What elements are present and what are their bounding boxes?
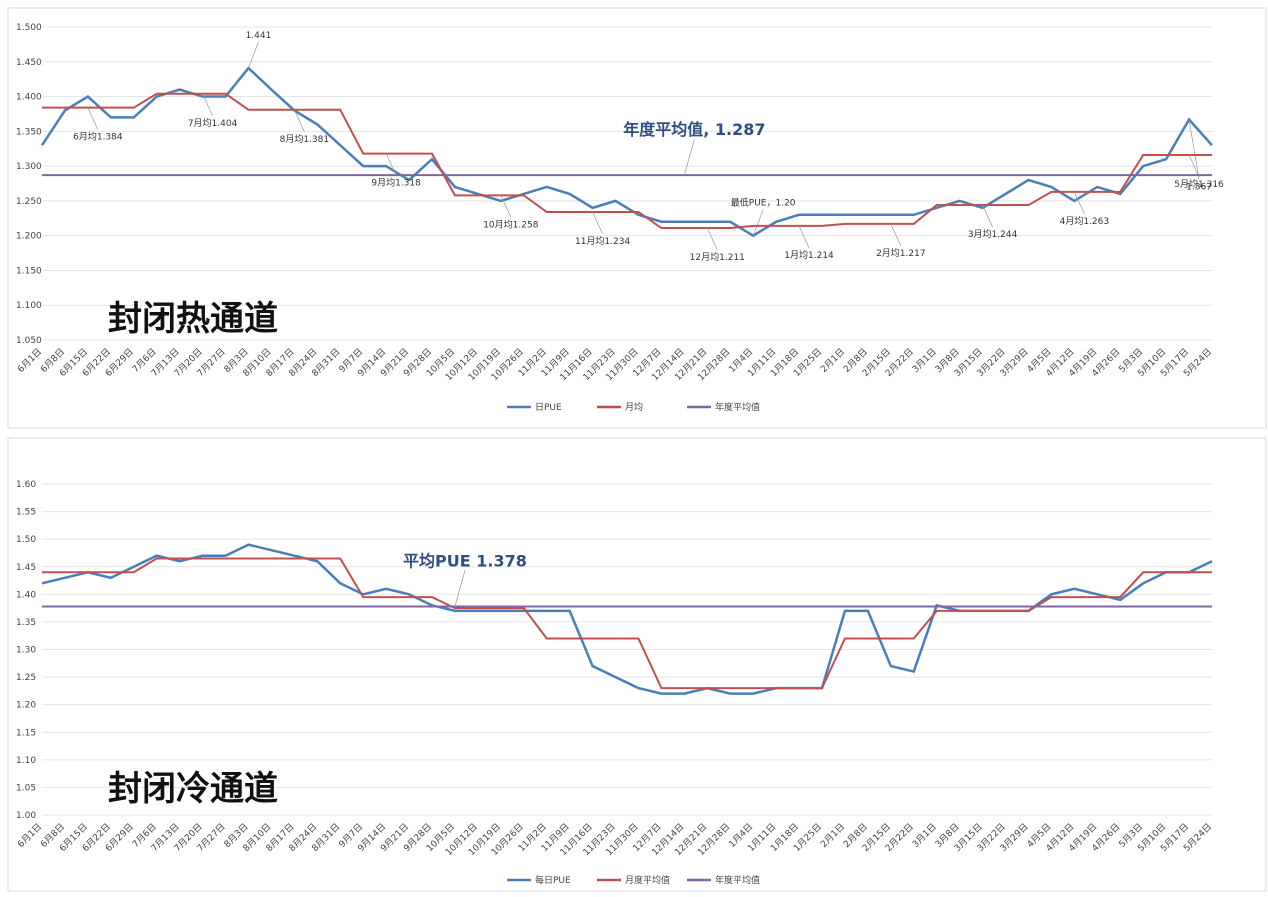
data-label: 1.367 <box>1186 183 1212 193</box>
y-tick-label: 1.10 <box>16 756 36 766</box>
leader-line <box>684 139 695 176</box>
data-label: 11月均1.234 <box>575 235 630 247</box>
series-line <box>42 92 1212 230</box>
leader-line <box>592 211 603 235</box>
y-tick-label: 1.00 <box>16 811 36 821</box>
legend-label: 日PUE <box>535 402 562 413</box>
leader-line <box>982 204 993 228</box>
data-label: 9月均1.318 <box>371 177 421 189</box>
data-label: 最低PUE，1.20 <box>731 197 796 209</box>
y-tick-label: 1.100 <box>16 301 42 311</box>
legend-label: 年度平均值 <box>715 401 760 413</box>
data-label: 10月均1.258 <box>483 218 538 230</box>
data-label: 1.441 <box>246 31 272 41</box>
y-tick-label: 1.200 <box>16 232 42 242</box>
series-line <box>40 66 1213 238</box>
y-tick-label: 1.050 <box>16 336 42 346</box>
leader-line <box>1188 154 1200 178</box>
leader-line <box>454 570 466 607</box>
y-tick-label: 1.05 <box>16 783 36 793</box>
data-label: 8月均1.381 <box>280 133 330 145</box>
x-tick-label: 6月1日 <box>16 346 45 375</box>
x-tick-label: 2月1日 <box>818 821 847 850</box>
series-line <box>42 557 1212 690</box>
y-tick-label: 1.15 <box>16 728 36 738</box>
y-tick-label: 1.30 <box>16 646 36 656</box>
data-label: 1月均1.214 <box>784 249 834 261</box>
leader-line <box>248 41 259 69</box>
y-tick-label: 1.300 <box>16 162 42 172</box>
leader-line <box>202 93 213 116</box>
x-tick-label: 6月1日 <box>16 821 45 850</box>
y-tick-label: 1.350 <box>16 127 42 137</box>
y-tick-label: 1.500 <box>16 23 42 33</box>
y-tick-label: 1.40 <box>16 590 36 600</box>
data-label: 4月均1.263 <box>1060 215 1110 227</box>
leader-line <box>294 109 305 132</box>
average-label: 平均PUE 1.378 <box>403 551 527 570</box>
y-tick-label: 1.400 <box>16 93 42 103</box>
average-label: 年度平均值, 1.287 <box>623 120 765 139</box>
data-label: 5月均1.316 <box>1174 178 1224 190</box>
legend-label: 月度平均值 <box>625 874 670 886</box>
leader-line <box>752 209 764 236</box>
top-panel <box>7 7 1267 429</box>
y-tick-label: 1.50 <box>16 535 36 545</box>
data-label: 6月均1.384 <box>73 131 123 143</box>
bottom-panel <box>7 437 1267 892</box>
y-tick-label: 1.20 <box>16 701 36 711</box>
legend-label: 年度平均值 <box>715 874 760 886</box>
leader-line <box>385 153 397 176</box>
legend-label: 月均 <box>625 401 643 413</box>
leader-line <box>87 107 99 130</box>
leader-line <box>1074 191 1085 214</box>
x-tick-label: 2月1日 <box>818 346 847 375</box>
y-tick-label: 1.250 <box>16 197 42 207</box>
chart-title: 封闭热通道 <box>108 299 278 339</box>
y-tick-label: 1.450 <box>16 58 42 68</box>
data-label: 7月均1.404 <box>188 117 238 129</box>
y-tick-label: 1.45 <box>16 563 36 573</box>
y-tick-label: 1.55 <box>16 508 36 518</box>
leader-line <box>890 223 902 246</box>
data-label: 12月均1.211 <box>690 251 745 263</box>
leader-line <box>1188 119 1200 180</box>
leader-line <box>500 195 512 218</box>
y-tick-label: 1.150 <box>16 266 42 276</box>
x-tick-label: 3月1日 <box>910 346 939 375</box>
y-tick-label: 1.25 <box>16 673 36 683</box>
leader-line <box>706 227 718 251</box>
data-label: 2月均1.217 <box>876 247 926 259</box>
y-tick-label: 1.60 <box>16 480 36 490</box>
data-label: 3月均1.244 <box>968 228 1018 240</box>
x-tick-label: 3月1日 <box>910 821 939 850</box>
leader-line <box>798 225 810 249</box>
y-tick-label: 1.35 <box>16 618 36 628</box>
legend-label: 每日PUE <box>535 874 571 886</box>
chart-title: 封闭冷通道 <box>108 769 278 809</box>
